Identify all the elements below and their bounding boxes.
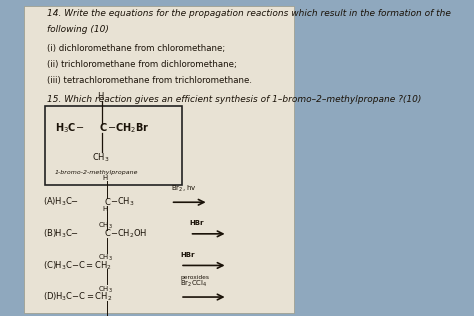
Text: (D)H$_3$C$-$C$=$CH$_2$: (D)H$_3$C$-$C$=$CH$_2$ <box>43 291 112 303</box>
Text: $-$CH$_3$: $-$CH$_3$ <box>110 196 135 209</box>
Text: 14. Write the equations for the propagation reactions which result in the format: 14. Write the equations for the propagat… <box>47 9 451 18</box>
Text: (C)H$_3$C$-$C$=$CH$_2$: (C)H$_3$C$-$C$=$CH$_2$ <box>43 259 111 272</box>
Text: Br$_2$, hv: Br$_2$, hv <box>171 184 197 194</box>
Text: Br$_2$CCl$_4$: Br$_2$CCl$_4$ <box>180 279 208 289</box>
Text: (B)H$_3$C$-$: (B)H$_3$C$-$ <box>43 228 79 240</box>
Text: following (10): following (10) <box>47 25 109 34</box>
Text: (A)H$_3$C$-$: (A)H$_3$C$-$ <box>43 196 79 209</box>
Text: H: H <box>97 92 104 101</box>
Text: CH$_3$: CH$_3$ <box>91 152 109 164</box>
Text: (iii) tetrachloromethane from trichloromethane.: (iii) tetrachloromethane from trichlorom… <box>47 76 252 85</box>
Text: C: C <box>100 123 107 133</box>
Text: peroxides: peroxides <box>180 275 209 280</box>
Text: C: C <box>104 229 110 238</box>
Text: $-$CH$_2$Br: $-$CH$_2$Br <box>107 121 149 135</box>
FancyBboxPatch shape <box>24 6 294 313</box>
Text: H$_3$C$-$: H$_3$C$-$ <box>55 121 84 135</box>
Text: H: H <box>102 175 108 181</box>
Text: $-$CH$_2$OH: $-$CH$_2$OH <box>110 228 148 240</box>
Text: H: H <box>102 206 108 212</box>
Text: 15. Which reaction gives an efficient synthesis of 1–bromo–2–methylpropane ?(10): 15. Which reaction gives an efficient sy… <box>47 95 422 104</box>
Text: 1-bromo-2-methylpropane: 1-bromo-2-methylpropane <box>55 170 138 175</box>
Text: C: C <box>104 198 110 207</box>
Text: CH$_3$: CH$_3$ <box>98 253 113 263</box>
Text: (i) dichloromethane from chloromethane;: (i) dichloromethane from chloromethane; <box>47 44 226 53</box>
Text: CH$_3$: CH$_3$ <box>98 221 113 231</box>
Text: HBr: HBr <box>180 252 195 258</box>
Text: HBr: HBr <box>190 220 204 226</box>
FancyBboxPatch shape <box>45 106 182 185</box>
Text: (ii) trichloromethane from dichloromethane;: (ii) trichloromethane from dichlorometha… <box>47 60 237 69</box>
Text: CH$_3$: CH$_3$ <box>98 284 113 295</box>
